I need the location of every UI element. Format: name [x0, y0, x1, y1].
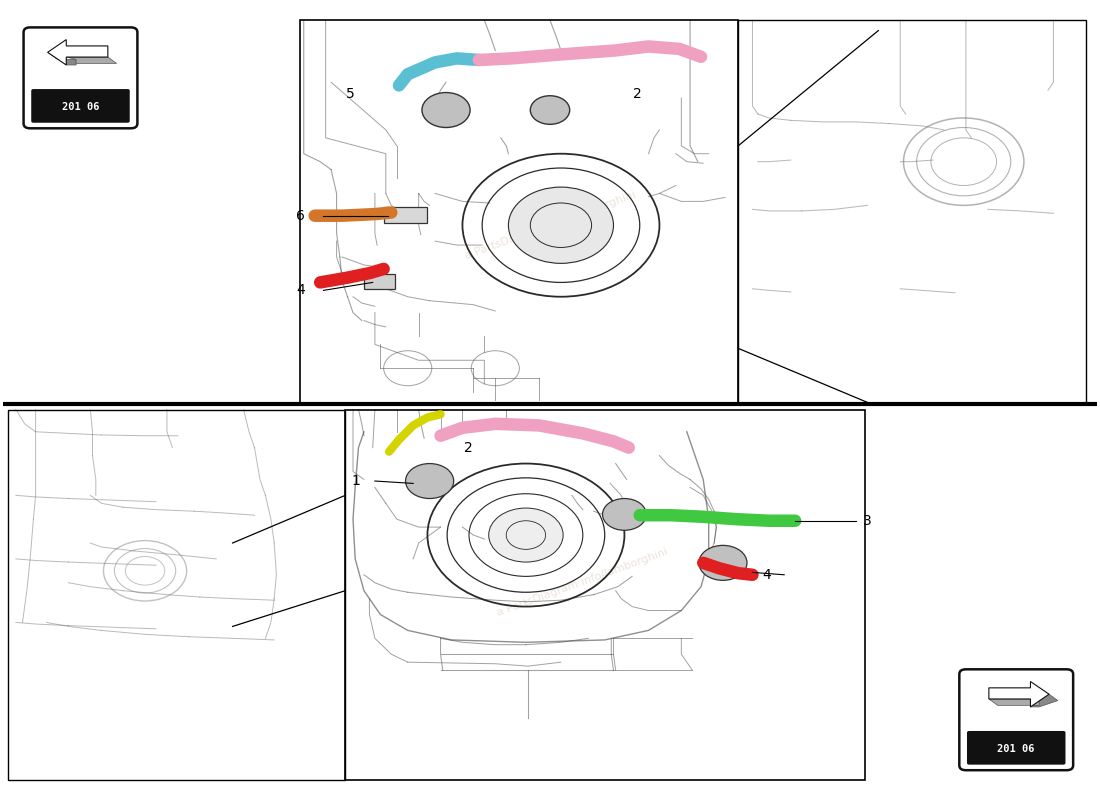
FancyBboxPatch shape	[31, 89, 130, 122]
Text: 1: 1	[352, 474, 361, 488]
Text: 6: 6	[296, 209, 305, 222]
Polygon shape	[989, 682, 1049, 707]
Circle shape	[508, 187, 614, 263]
Bar	[345, 410, 866, 780]
Bar	[384, 207, 428, 223]
FancyBboxPatch shape	[959, 670, 1074, 770]
Circle shape	[406, 463, 453, 498]
Text: 201 06: 201 06	[998, 744, 1035, 754]
Text: 2: 2	[634, 87, 642, 101]
Bar	[9, 410, 345, 780]
Circle shape	[422, 93, 470, 127]
Polygon shape	[66, 57, 117, 63]
Polygon shape	[47, 52, 76, 65]
Bar	[300, 20, 738, 404]
FancyBboxPatch shape	[23, 27, 138, 128]
Circle shape	[603, 498, 647, 530]
Polygon shape	[989, 699, 1040, 706]
Polygon shape	[1031, 694, 1058, 707]
Bar	[738, 20, 1087, 404]
Text: 201 06: 201 06	[62, 102, 99, 112]
Text: 5: 5	[346, 87, 355, 101]
Text: a PartsDiagram.info/lamborghini: a PartsDiagram.info/lamborghini	[463, 190, 637, 261]
Circle shape	[530, 96, 570, 124]
Text: a PartsDiagram.info/lamborghini: a PartsDiagram.info/lamborghini	[496, 547, 670, 618]
Text: 2: 2	[463, 441, 472, 454]
Text: 3: 3	[864, 514, 872, 528]
Bar	[364, 274, 395, 289]
FancyBboxPatch shape	[967, 731, 1066, 765]
Polygon shape	[47, 39, 108, 65]
Text: 4: 4	[762, 568, 771, 582]
Text: 4: 4	[296, 283, 305, 298]
Circle shape	[698, 546, 747, 580]
Circle shape	[488, 508, 563, 562]
